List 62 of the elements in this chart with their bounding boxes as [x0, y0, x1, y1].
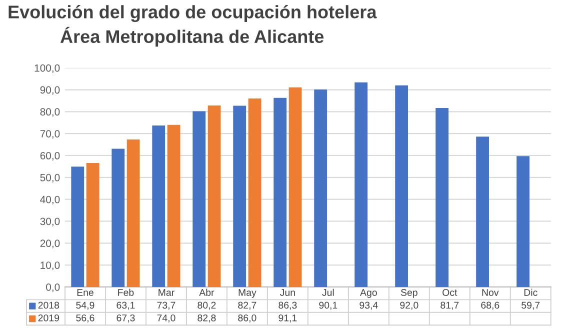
data-label: 74,0 — [157, 314, 176, 323]
data-label: 54,9 — [76, 302, 94, 310]
data-label: 68,6 — [481, 302, 500, 310]
data-label: 92,0 — [400, 302, 418, 310]
data-label: 90,1 — [319, 302, 338, 310]
y-tick-label: 90,0 — [40, 86, 60, 95]
data-label: 91,1 — [278, 314, 297, 323]
x-tick-label: Mar — [158, 289, 174, 296]
bar — [167, 124, 180, 287]
y-tick-label: 0,0 — [46, 283, 60, 292]
x-tick-label: Ago — [360, 289, 377, 298]
y-tick-label: 30,0 — [40, 218, 60, 226]
x-tick-label: Dic — [524, 288, 538, 296]
data-label: 73,7 — [157, 302, 176, 310]
data-label: 82,8 — [198, 314, 216, 323]
data-label: 63,1 — [116, 302, 135, 310]
bar — [274, 98, 287, 287]
x-tick-label: May — [238, 289, 256, 298]
x-tick-label: Jul — [322, 288, 334, 296]
y-tick-label: 10,0 — [40, 262, 60, 270]
chart-title: Evolución del grado de ocupación hotelera Área Metropolitana de Alicante — [8, 4, 377, 47]
bar — [126, 140, 140, 287]
bar — [112, 148, 125, 287]
y-tick-label: 70,0 — [40, 130, 60, 139]
data-label: 82,7 — [238, 302, 256, 310]
data-label: 56,6 — [76, 314, 94, 323]
data-label: 86,0 — [238, 314, 256, 323]
bar — [233, 106, 246, 287]
y-tick-label: 40,0 — [40, 196, 60, 204]
x-tick-label: Jun — [280, 289, 295, 296]
data-label: 81,7 — [440, 302, 459, 310]
bar — [354, 82, 368, 287]
bar — [192, 111, 206, 287]
bar — [516, 156, 530, 287]
bar — [71, 166, 84, 287]
x-tick-label: Oct — [442, 289, 458, 296]
bar — [86, 162, 100, 287]
y-tick-label: 60,0 — [40, 152, 60, 161]
bar — [152, 125, 166, 287]
y-tick-label: 80,0 — [40, 108, 60, 117]
x-tick-label: Sep — [400, 289, 418, 298]
data-label: 86,3 — [278, 302, 297, 310]
bar — [288, 87, 302, 287]
legend-label: 2019 — [38, 314, 60, 322]
x-tick-label: Ene — [77, 289, 94, 296]
x-tick-label: Feb — [118, 288, 134, 296]
y-tick-label: 20,0 — [40, 240, 60, 248]
y-tick-label: 100,0 — [34, 64, 60, 73]
data-label: 59,7 — [522, 302, 540, 310]
bar — [395, 85, 408, 287]
legend-label: 2018 — [38, 302, 60, 309]
data-label: 93,4 — [360, 302, 378, 310]
x-tick-label: Nov — [482, 289, 499, 296]
bar — [436, 108, 449, 287]
bar — [314, 90, 328, 287]
bar — [248, 98, 262, 287]
data-label: 80,2 — [198, 302, 216, 310]
x-tick-label: Abr — [199, 288, 214, 296]
y-tick-label: 50,0 — [40, 174, 60, 183]
bar — [208, 106, 221, 287]
bar — [476, 136, 489, 287]
data-label: 67,3 — [116, 314, 135, 323]
